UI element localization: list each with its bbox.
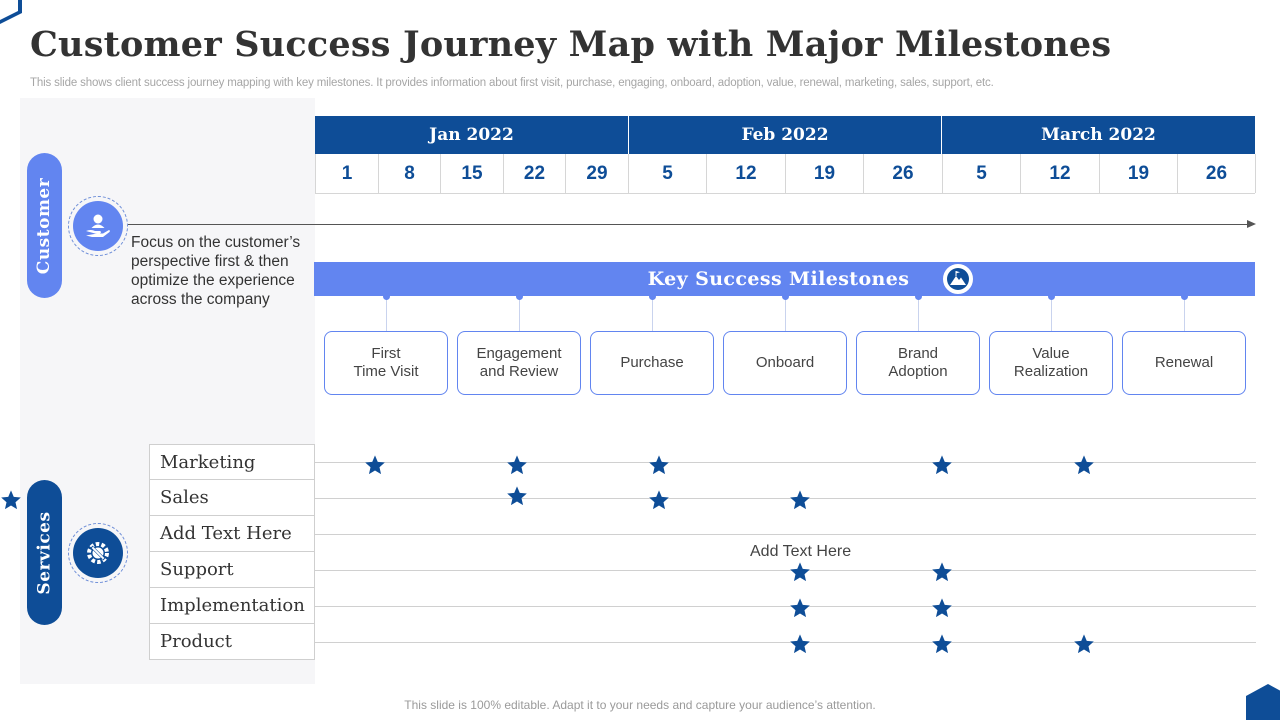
service-row-line	[315, 462, 1256, 463]
milestone-box: Purchase	[590, 331, 714, 395]
day-cell: 15	[441, 154, 504, 193]
day-cell: 8	[379, 154, 441, 193]
day-cell: 5	[943, 154, 1021, 193]
timeline-arrow-head	[1247, 220, 1256, 228]
hand-user-icon	[73, 201, 123, 251]
milestone-box: Brand Adoption	[856, 331, 980, 395]
milestone-dot	[648, 293, 656, 300]
star-icon	[931, 597, 953, 619]
star-icon	[0, 489, 22, 511]
milestone-connector	[651, 297, 653, 331]
milestone-dot	[1180, 293, 1188, 300]
services-icon-circle	[68, 523, 128, 583]
services-pill: Services	[27, 480, 62, 625]
star-icon	[506, 454, 528, 476]
service-row-label: Implementation	[149, 588, 315, 624]
milestones-title: Key Success Milestones	[647, 268, 910, 290]
day-cell: 12	[707, 154, 786, 193]
star-icon	[931, 561, 953, 583]
customer-icon-circle	[68, 196, 128, 256]
month-header: Feb 2022	[629, 116, 942, 154]
day-cell: 12	[1021, 154, 1100, 193]
day-cell: 1	[316, 154, 379, 193]
milestone-box: Value Realization	[989, 331, 1113, 395]
service-row-label: Add Text Here	[149, 516, 315, 552]
service-row-label: Product	[149, 624, 315, 660]
key-milestones-bar: Key Success Milestones	[314, 262, 1255, 296]
service-row-line	[315, 570, 1256, 571]
month-header: March 2022	[942, 116, 1255, 154]
milestone-connector	[917, 297, 919, 331]
star-icon	[931, 454, 953, 476]
milestone-connector	[385, 297, 387, 331]
milestone-box: Renewal	[1122, 331, 1246, 395]
center-placeholder-text: Add Text Here	[750, 543, 852, 560]
milestone-dot	[1047, 293, 1055, 300]
services-label: Services	[34, 510, 55, 595]
slide-title: Customer Success Journey Map with Major …	[30, 24, 1112, 65]
star-icon	[789, 633, 811, 655]
star-icon	[789, 489, 811, 511]
customer-pill: Customer	[27, 153, 62, 298]
service-row-label: Marketing	[149, 444, 315, 480]
service-row-line	[315, 498, 1256, 499]
service-row-line	[315, 606, 1256, 607]
star-icon	[364, 454, 386, 476]
milestone-connector	[784, 297, 786, 331]
milestone-box: Engagement and Review	[457, 331, 581, 395]
star-icon	[648, 454, 670, 476]
month-header-row: Jan 2022 Feb 2022 March 2022	[315, 116, 1255, 154]
star-icon	[789, 561, 811, 583]
mountain-flag-icon	[941, 262, 975, 296]
milestone-dot	[515, 293, 523, 300]
milestone-box: Onboard	[723, 331, 847, 395]
day-cell: 5	[629, 154, 707, 193]
star-icon	[789, 597, 811, 619]
milestone-dot	[781, 293, 789, 300]
star-icon	[931, 633, 953, 655]
gear-tools-icon	[73, 528, 123, 578]
corner-decoration-top-left	[0, 0, 22, 24]
milestone-connector	[1183, 297, 1185, 331]
milestone-dot	[914, 293, 922, 300]
milestone-dot	[382, 293, 390, 300]
month-header: Jan 2022	[315, 116, 629, 154]
day-cell: 29	[566, 154, 629, 193]
service-row-line	[315, 642, 1256, 643]
milestone-box: First Time Visit	[324, 331, 448, 395]
service-row-label: Support	[149, 552, 315, 588]
milestone-connector	[518, 297, 520, 331]
day-cell: 26	[864, 154, 943, 193]
day-cell: 19	[1100, 154, 1178, 193]
timeline-arrow-line	[128, 224, 1248, 225]
day-cell: 19	[786, 154, 864, 193]
slide-subtitle: This slide shows client success journey …	[30, 77, 994, 89]
slide-footer: This slide is 100% editable. Adapt it to…	[404, 698, 876, 712]
day-cell: 22	[504, 154, 566, 193]
service-row-line	[315, 534, 1256, 535]
customer-description: Focus on the customer’s perspective firs…	[131, 234, 301, 308]
day-header-row: 1 8 15 22 29 5 12 19 26 5 12 19 26	[315, 154, 1256, 194]
milestone-connector	[1050, 297, 1052, 331]
star-icon	[1073, 454, 1095, 476]
star-icon	[1073, 633, 1095, 655]
day-cell: 26	[1178, 154, 1256, 193]
services-table: Marketing Sales Add Text Here Support Im…	[149, 444, 315, 660]
star-icon	[648, 489, 670, 511]
customer-label: Customer	[34, 177, 55, 274]
service-row-label: Sales	[149, 480, 315, 516]
star-icon	[506, 485, 528, 507]
